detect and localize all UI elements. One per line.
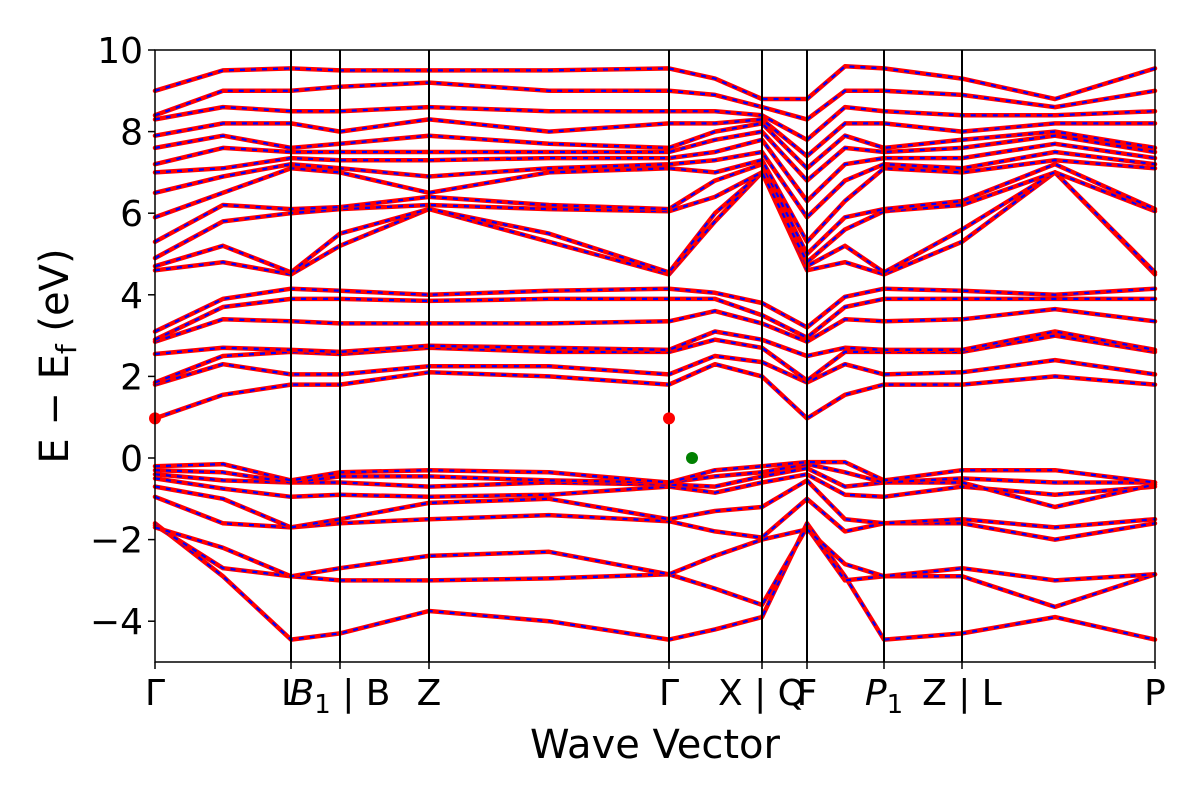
x-axis-label: Wave Vector — [530, 722, 781, 768]
x-tick-label-5: Γ — [659, 673, 679, 714]
band-5-dash — [154, 479, 1156, 529]
band-20-dash — [154, 163, 1156, 256]
band-9-dash — [154, 461, 1156, 484]
y-tick-label: −2 — [90, 521, 143, 562]
y-axis-label-sub: f — [50, 343, 83, 354]
band-16-line — [152, 286, 1158, 334]
y-axis-label-main: E − E — [32, 354, 78, 464]
band-25-dash — [154, 122, 1156, 170]
y-axis-label-unit: (eV) — [32, 248, 78, 344]
band-16-dash — [154, 287, 1156, 333]
band-23-dash — [154, 138, 1156, 203]
band-2-line — [152, 523, 1158, 610]
band-19-dash — [154, 171, 1156, 264]
band-18-line — [152, 170, 1158, 275]
band-29-line — [152, 64, 1158, 102]
band-14-line — [152, 306, 1158, 344]
y-axis-label: E − Ef (eV) — [32, 248, 83, 463]
band-15-line — [152, 296, 1158, 342]
band-14-dash — [154, 308, 1156, 343]
x-tick-label-10: P — [1144, 673, 1166, 714]
band-8-dash — [154, 463, 1155, 484]
band-3-dash — [154, 526, 1156, 582]
y-tick-label: 10 — [97, 31, 143, 72]
band-22-dash — [154, 150, 1156, 219]
band-24-dash — [154, 130, 1156, 182]
x-tick-label-1: Γ — [145, 673, 165, 714]
vbm-marker-3 — [686, 452, 698, 464]
band-10-dash — [154, 363, 1156, 420]
band-13-dash — [154, 330, 1156, 358]
band-1-line — [152, 521, 1158, 642]
x-tick-label-9: Z | L — [922, 673, 1002, 714]
y-tick-label: 8 — [120, 113, 143, 154]
band-2-dash — [154, 524, 1156, 608]
band-11-dash — [154, 354, 1156, 386]
band-26-dash — [154, 118, 1155, 158]
y-axis-ticks: −4 −2 0 2 4 6 8 10 — [90, 31, 155, 643]
x-tick-label-3: B1 | B — [290, 673, 391, 720]
band-27-dash — [154, 106, 1156, 141]
x-tick-label-8: P1 — [865, 673, 903, 720]
cbm-marker-2 — [663, 412, 675, 425]
band-3-line — [152, 525, 1158, 583]
band-1-dash — [154, 522, 1156, 641]
band-28-dash — [154, 81, 1156, 121]
extremum-markers — [149, 412, 698, 464]
y-tick-label: 4 — [120, 276, 143, 317]
plot-frame — [154, 49, 1156, 663]
band-lines — [152, 64, 1158, 642]
x-tick-label-2: L — [281, 673, 301, 714]
band-6-dash — [154, 473, 1156, 498]
band-29-dash — [154, 65, 1156, 101]
x-tick-label-4: Z — [417, 673, 442, 714]
band-18-dash — [154, 171, 1156, 274]
y-tick-label: −4 — [90, 602, 143, 643]
x-axis-ticks: Γ LB1 | B Z Γ X | QF P1 Z | L P — [145, 662, 1166, 720]
y-tick-label: 0 — [120, 439, 143, 480]
y-tick-label: 2 — [120, 357, 143, 398]
y-tick-label: 6 — [120, 194, 143, 235]
kpoint-lines — [290, 50, 963, 662]
band-17-dash — [154, 171, 1156, 276]
x-tick-label-6: X | Q — [718, 673, 806, 714]
x-tick-label-7: F — [797, 673, 818, 714]
band-21-dash — [154, 159, 1156, 243]
